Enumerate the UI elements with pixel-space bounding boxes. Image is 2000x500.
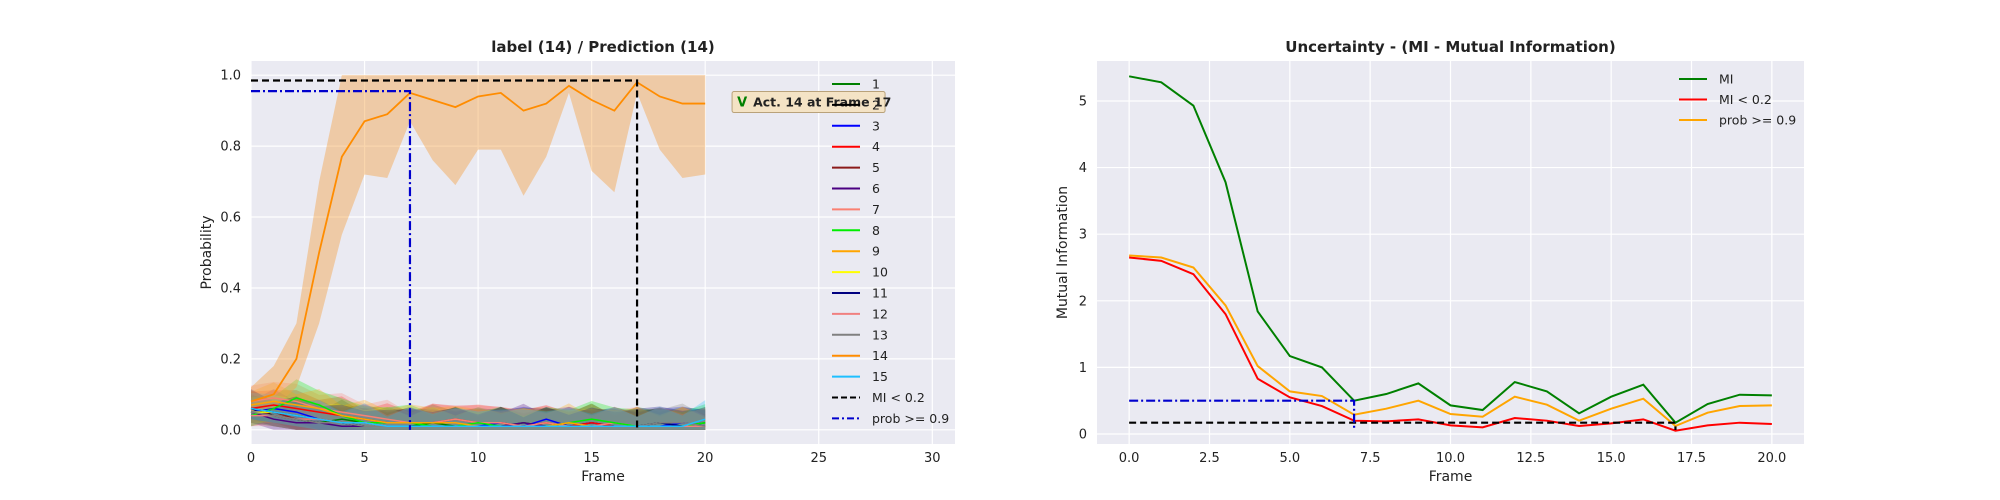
x-axis-label: Frame [581, 469, 625, 485]
series-line-mi [1128, 75, 1772, 424]
legend-label: 6 [872, 181, 880, 196]
activity-annotation: V Act. 14 at Frame 17 [731, 91, 891, 114]
legend-label: 5 [872, 160, 880, 175]
x-tick-label: 2.5 [1199, 451, 1220, 466]
legend-label: 2 [872, 97, 880, 112]
x-tick-label: 0.0 [1119, 451, 1140, 466]
y-tick-label: 3 [1079, 228, 1087, 243]
x-tick-label: 15.0 [1597, 451, 1626, 466]
y-tick-label: 0 [1079, 428, 1087, 443]
legend-label: 4 [872, 139, 880, 154]
legend-label: 10 [872, 265, 888, 280]
x-tick-label: 12.5 [1516, 451, 1545, 466]
plot-marks [250, 75, 706, 430]
x-tick-label: 15 [583, 451, 600, 466]
legend-label: 15 [872, 369, 888, 384]
legend-label: 12 [872, 306, 888, 321]
grid-lines [250, 61, 955, 444]
grid-lines [1097, 61, 1804, 444]
series-line-15 [250, 407, 706, 428]
annotation-text: Act. 14 at Frame 17 [753, 95, 891, 110]
y-tick-label: 1.0 [220, 69, 241, 84]
x-tick-label: 20 [697, 451, 714, 466]
class-5-band [251, 396, 706, 430]
x-axis-label: Frame [1429, 469, 1473, 485]
y-tick-label: 0.0 [220, 423, 241, 438]
x-tick-label: 17.5 [1677, 451, 1706, 466]
y-tick-label: 0.4 [220, 281, 241, 296]
class-12-band [251, 397, 706, 430]
y-tick-label: 5 [1079, 94, 1087, 109]
legend-label: 11 [872, 286, 888, 301]
legend-label: prob >= 0.9 [872, 411, 949, 426]
y-tick-label: 2 [1079, 294, 1087, 309]
y-tick-label: 0.6 [220, 211, 241, 226]
legend-label: 3 [872, 118, 880, 133]
y-axis-label: Probability [199, 215, 215, 289]
class-15-band [251, 392, 706, 430]
y-tick-label: 0.2 [220, 352, 241, 367]
legend-label: MI < 0.2 [872, 390, 925, 405]
x-tick-label: 20.0 [1757, 451, 1786, 466]
y-tick-label: 0.8 [220, 140, 241, 155]
x-tick-label: 0 [247, 451, 255, 466]
series-line-prob-0-9 [1129, 254, 1772, 428]
mi-threshold-line [251, 79, 639, 430]
x-tick-label: 25 [810, 451, 827, 466]
chart-title: Uncertainty - (MI - Mutual Information) [1285, 38, 1615, 56]
mutual-information-chart: 0.0 2.5 5.0 7.5 10.0 12.5 15.0 17.5 20.0 0 1 2 3 4 5 U… [1055, 38, 1804, 485]
y-tick-label: 4 [1079, 161, 1087, 176]
legend-label: 8 [872, 223, 880, 238]
x-tick-label: 5 [360, 451, 368, 466]
annotation-box [731, 91, 886, 114]
probability-chart: 0 5 10 15 20 25 300.00.20.40.60.81.0 label (14… [199, 38, 955, 485]
plot-marks [1128, 75, 1772, 432]
legend-label: 1 [872, 77, 880, 92]
class-13-band [251, 397, 706, 430]
x-tick-label: 10 [470, 451, 487, 466]
chart-title: label (14) / Prediction (14) [491, 38, 714, 56]
series-line-8 [250, 397, 706, 428]
x-tick-label: 5.0 [1279, 451, 1300, 466]
tick-labels: 0.0 2.5 5.0 7.5 10.0 12.5 15.0 17.5 20.0 0 1 2 3 4 5 [1079, 94, 1787, 466]
legend-label: 7 [872, 202, 880, 217]
legend-label: 14 [872, 348, 888, 363]
class-9-band [251, 382, 706, 430]
x-tick-label: 10.0 [1436, 451, 1465, 466]
x-tick-label: 30 [924, 451, 941, 466]
class-7-band [251, 381, 706, 430]
legend-label: MI [1719, 72, 1733, 87]
class-1-band [251, 394, 706, 430]
y-axis-label: Mutual Information [1055, 186, 1071, 319]
series-line-14 [250, 81, 706, 403]
class-8-band [251, 379, 706, 430]
legend-label: MI < 0.2 [1719, 92, 1772, 107]
legend: MI MI < 0.2 prob >= 0.9 [1679, 72, 1796, 128]
legend-label: 9 [872, 244, 880, 259]
class-14-band [251, 75, 706, 413]
tick-labels: 0 5 10 15 20 25 300.00.20.40.60.81.0 [220, 69, 940, 466]
prob-threshold-line [1129, 399, 1356, 430]
prob-threshold-line [251, 90, 412, 430]
class-10-band [251, 395, 706, 430]
legend-label: prob >= 0.9 [1719, 113, 1796, 128]
mi-threshold-line [1129, 421, 1677, 430]
x-tick-label: 7.5 [1360, 451, 1381, 466]
series-line-mi-0-2 [1129, 256, 1772, 432]
check-mark-icon: V [737, 96, 747, 111]
legend-label: 13 [872, 327, 888, 342]
y-tick-label: 1 [1079, 361, 1087, 376]
